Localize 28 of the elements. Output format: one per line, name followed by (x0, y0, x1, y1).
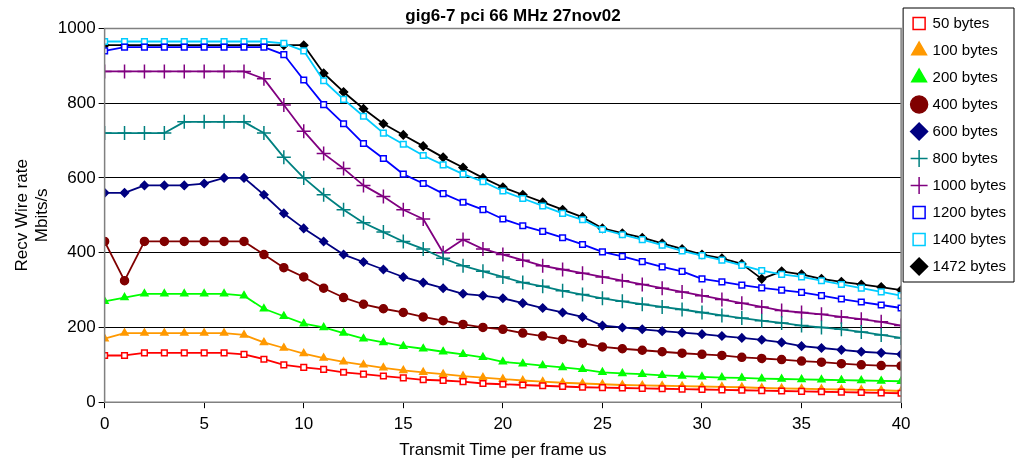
x-tick-label: 25 (592, 414, 612, 434)
legend-label: 1472 bytes (932, 256, 1006, 274)
legend-label: 800 bytes (932, 148, 998, 166)
y-tick-label: 400 (67, 242, 96, 262)
chart-title: gig6-7 pci 66 MHz 27nov02 (405, 5, 621, 25)
x-tick-label: 35 (792, 414, 812, 434)
legend-label: 1000 bytes (932, 175, 1006, 193)
legend-label: 200 bytes (932, 67, 998, 85)
y-axis-title: Recv Wire rate Mbits/s (11, 159, 52, 272)
y-tick-label: 0 (86, 391, 96, 411)
x-axis-title: Transmit Time per frame us (399, 440, 607, 460)
x-tick-label: 0 (99, 414, 110, 434)
legend-label: 100 bytes (932, 40, 998, 58)
x-tick-label: 30 (692, 414, 712, 434)
y-tick-label: 200 (67, 317, 96, 337)
legend-label: 50 bytes (932, 13, 990, 31)
legend-label: 400 bytes (932, 94, 998, 112)
y-tick-label: 1000 (57, 18, 96, 38)
legend-label: 1200 bytes (932, 202, 1006, 220)
x-tick-label: 10 (294, 414, 314, 434)
legend-label: 600 bytes (932, 121, 998, 139)
y-tick-label: 600 (67, 167, 96, 187)
y-tick-label: 800 (67, 92, 96, 112)
x-tick-label: 20 (493, 414, 513, 434)
legend-label: 1400 bytes (932, 229, 1006, 247)
x-tick-label: 15 (393, 414, 413, 434)
x-tick-label: 5 (199, 414, 209, 434)
x-tick-label: 40 (891, 414, 911, 434)
